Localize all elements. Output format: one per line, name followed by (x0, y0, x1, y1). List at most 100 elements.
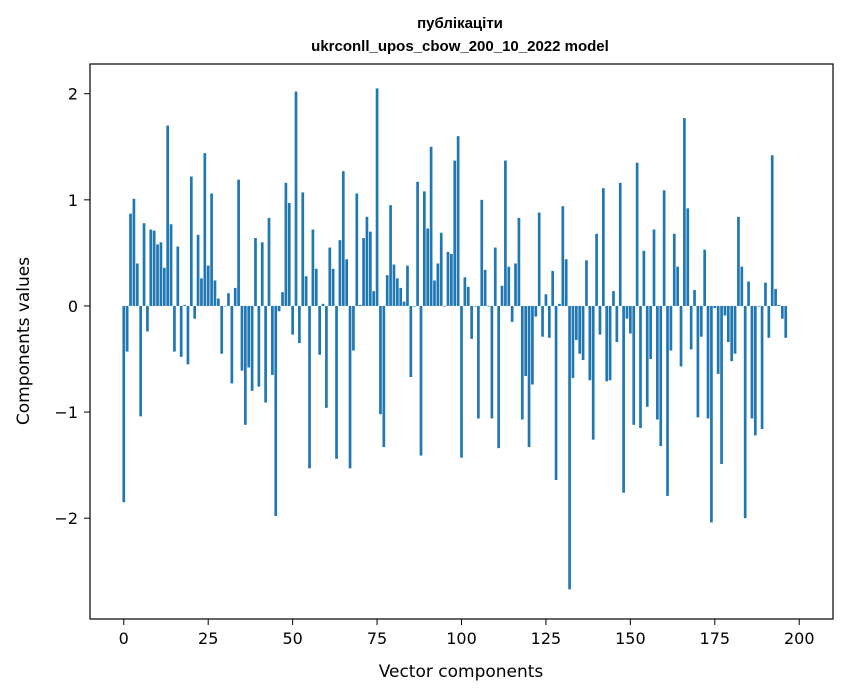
bar (294, 91, 298, 306)
bar (193, 305, 197, 319)
bar (699, 305, 703, 337)
bar (335, 305, 338, 459)
bar (345, 259, 349, 306)
bar (689, 305, 693, 350)
bar (213, 280, 217, 306)
bar (139, 305, 143, 417)
bar (365, 216, 369, 306)
x-axis-ticks: 0 25 50 75 100 125 150 175 200 (119, 619, 815, 648)
bar (433, 280, 436, 306)
bar (669, 305, 673, 351)
bar (662, 190, 666, 306)
bar (588, 305, 592, 381)
bar (146, 305, 149, 332)
y-axis-label: Components values (14, 257, 34, 425)
bar (524, 305, 528, 376)
bar (392, 264, 396, 306)
bar (429, 146, 433, 306)
x-tick-label: 0 (119, 629, 129, 648)
bar (527, 305, 531, 448)
bar (483, 269, 487, 306)
bar (551, 270, 555, 306)
bar (166, 125, 170, 306)
bar (723, 305, 727, 316)
bar (250, 305, 254, 391)
bar (480, 199, 484, 306)
bar (730, 305, 734, 362)
bar (267, 217, 271, 306)
bar (470, 305, 473, 339)
bar (541, 305, 544, 337)
bar (358, 304, 362, 306)
bar (517, 217, 521, 306)
bar (564, 259, 568, 306)
bar (558, 303, 561, 306)
y-tick-label: 1 (68, 191, 78, 210)
bar (740, 266, 744, 306)
bar (547, 305, 551, 338)
bar (568, 305, 571, 590)
x-tick-label: 75 (367, 629, 387, 648)
bar (382, 305, 386, 448)
bar (169, 224, 173, 306)
bar (274, 305, 278, 517)
bar (318, 305, 322, 355)
bar (733, 305, 737, 354)
x-tick-label: 125 (531, 629, 562, 648)
bar (743, 305, 747, 519)
bar (578, 305, 582, 354)
bar (406, 265, 409, 306)
bar (784, 305, 788, 338)
bar (173, 305, 176, 352)
bar (389, 205, 392, 306)
bar (487, 305, 490, 307)
bar (764, 282, 767, 306)
bar (767, 305, 771, 338)
bar (716, 305, 720, 374)
bar (672, 233, 676, 306)
bar (703, 249, 707, 306)
bar (737, 216, 740, 306)
bar (409, 305, 413, 378)
bar (308, 305, 311, 469)
bar (183, 304, 186, 306)
bar (612, 291, 615, 306)
bar (693, 290, 696, 306)
bar (574, 305, 578, 340)
bar (760, 305, 764, 430)
bar (287, 203, 291, 306)
bar (291, 305, 294, 335)
bar (385, 275, 389, 306)
bar (331, 268, 335, 306)
bar (605, 305, 609, 382)
bar (497, 305, 501, 449)
bar (490, 305, 494, 419)
bar (645, 305, 649, 407)
bar (362, 238, 365, 306)
plot-frame (89, 63, 834, 620)
y-tick-label: 0 (68, 297, 78, 316)
bar (666, 305, 669, 496)
bar (436, 263, 440, 306)
bar (338, 240, 342, 306)
bar (220, 305, 224, 354)
bar (152, 230, 156, 306)
bar (284, 182, 288, 306)
bar (652, 229, 656, 306)
bar (595, 233, 598, 306)
x-tick-label: 50 (282, 629, 302, 648)
x-tick-label: 100 (446, 629, 477, 648)
bar (683, 118, 686, 306)
bar (713, 305, 717, 309)
bar (507, 266, 511, 306)
bar (162, 267, 166, 306)
bar (203, 153, 207, 306)
bar (379, 305, 382, 415)
bar (649, 305, 652, 360)
bar (304, 276, 308, 306)
bar (686, 208, 690, 306)
bar (608, 305, 612, 381)
bar (422, 191, 426, 306)
bar-series (122, 88, 788, 590)
